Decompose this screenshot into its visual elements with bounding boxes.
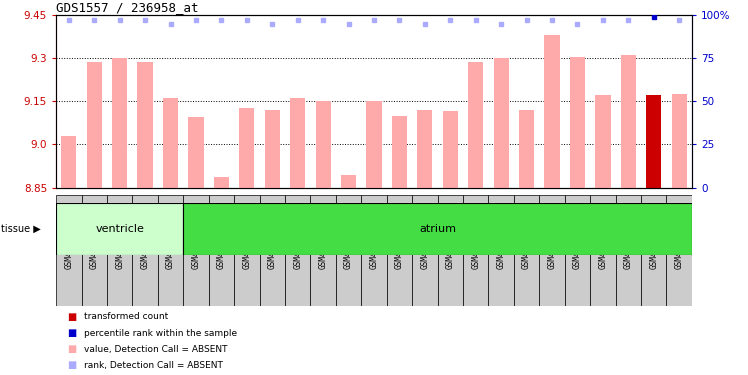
Bar <box>132 195 158 306</box>
Text: transformed count: transformed count <box>84 312 168 321</box>
Bar <box>392 116 407 188</box>
Bar <box>565 195 590 306</box>
Bar <box>438 195 463 306</box>
Text: GSM41118: GSM41118 <box>141 232 150 269</box>
Bar <box>285 195 310 306</box>
Bar <box>56 202 183 255</box>
Text: ventricle: ventricle <box>95 224 144 234</box>
Text: GSM41105: GSM41105 <box>446 232 455 269</box>
Text: ■: ■ <box>67 344 76 354</box>
Text: GSM41096: GSM41096 <box>217 232 226 269</box>
Bar <box>56 195 82 306</box>
Text: GSM41103: GSM41103 <box>395 232 404 269</box>
Text: GSM41109: GSM41109 <box>548 232 557 269</box>
Text: GSM41106: GSM41106 <box>471 232 480 269</box>
Bar <box>387 195 412 306</box>
Bar <box>468 62 483 188</box>
Bar <box>412 195 438 306</box>
Bar <box>316 101 331 188</box>
Bar <box>158 195 183 306</box>
Bar <box>183 202 692 255</box>
Text: GSM41111: GSM41111 <box>598 232 607 269</box>
Bar <box>310 195 336 306</box>
Bar <box>595 96 610 188</box>
Bar <box>188 117 203 188</box>
Text: GSM41113: GSM41113 <box>649 232 658 269</box>
Bar <box>570 57 585 188</box>
Bar <box>265 110 280 188</box>
Text: GSM41117: GSM41117 <box>115 232 124 269</box>
Bar <box>361 195 387 306</box>
Text: GSM41116: GSM41116 <box>90 232 99 269</box>
Text: GSM41108: GSM41108 <box>522 232 531 269</box>
Bar <box>443 111 458 188</box>
Bar <box>417 110 432 188</box>
Bar <box>61 136 76 188</box>
Bar <box>112 58 127 188</box>
Text: ■: ■ <box>67 312 76 322</box>
Bar <box>82 195 107 306</box>
Text: ■: ■ <box>67 360 76 370</box>
Text: GSM41112: GSM41112 <box>624 232 633 269</box>
Text: tissue ▶: tissue ▶ <box>1 224 41 234</box>
Bar <box>183 195 209 306</box>
Text: GSM41098: GSM41098 <box>268 232 277 269</box>
Text: atrium: atrium <box>419 224 456 234</box>
Text: GSM41099: GSM41099 <box>293 232 302 269</box>
Text: GSM41097: GSM41097 <box>242 232 251 269</box>
Bar <box>341 175 356 188</box>
Bar <box>163 98 178 188</box>
Text: GSM41104: GSM41104 <box>420 232 429 269</box>
Text: value, Detection Call = ABSENT: value, Detection Call = ABSENT <box>84 345 227 354</box>
Bar <box>641 195 666 306</box>
Bar <box>488 195 514 306</box>
Bar <box>239 108 254 188</box>
Bar <box>519 110 534 188</box>
Bar <box>290 98 305 188</box>
Text: ■: ■ <box>67 328 76 338</box>
Bar <box>107 195 132 306</box>
Text: GSM41102: GSM41102 <box>370 232 378 269</box>
Text: GSM41110: GSM41110 <box>573 232 582 269</box>
Bar <box>590 195 616 306</box>
Bar <box>616 195 641 306</box>
Text: GDS1557 / 236958_at: GDS1557 / 236958_at <box>56 1 199 14</box>
Text: percentile rank within the sample: percentile rank within the sample <box>84 328 237 338</box>
Bar <box>514 195 539 306</box>
Bar <box>367 101 381 188</box>
Bar <box>463 195 488 306</box>
Text: GSM41114: GSM41114 <box>675 232 684 269</box>
Bar <box>87 62 102 188</box>
Text: GSM41100: GSM41100 <box>319 232 328 269</box>
Bar <box>646 96 661 188</box>
Text: rank, Detection Call = ABSENT: rank, Detection Call = ABSENT <box>84 361 223 370</box>
Text: GSM41107: GSM41107 <box>497 232 506 269</box>
Bar <box>209 195 234 306</box>
Bar <box>214 177 229 188</box>
Bar <box>545 35 560 188</box>
Bar <box>494 58 509 188</box>
Bar <box>336 195 361 306</box>
Bar <box>138 62 153 188</box>
Bar <box>539 195 565 306</box>
Bar <box>234 195 260 306</box>
Text: GSM41101: GSM41101 <box>344 232 353 269</box>
Text: GSM41095: GSM41095 <box>191 232 200 269</box>
Bar <box>260 195 285 306</box>
Text: GSM41115: GSM41115 <box>64 232 73 269</box>
Bar <box>672 94 687 188</box>
Bar <box>666 195 692 306</box>
Text: GSM41119: GSM41119 <box>166 232 175 269</box>
Bar <box>621 55 636 188</box>
